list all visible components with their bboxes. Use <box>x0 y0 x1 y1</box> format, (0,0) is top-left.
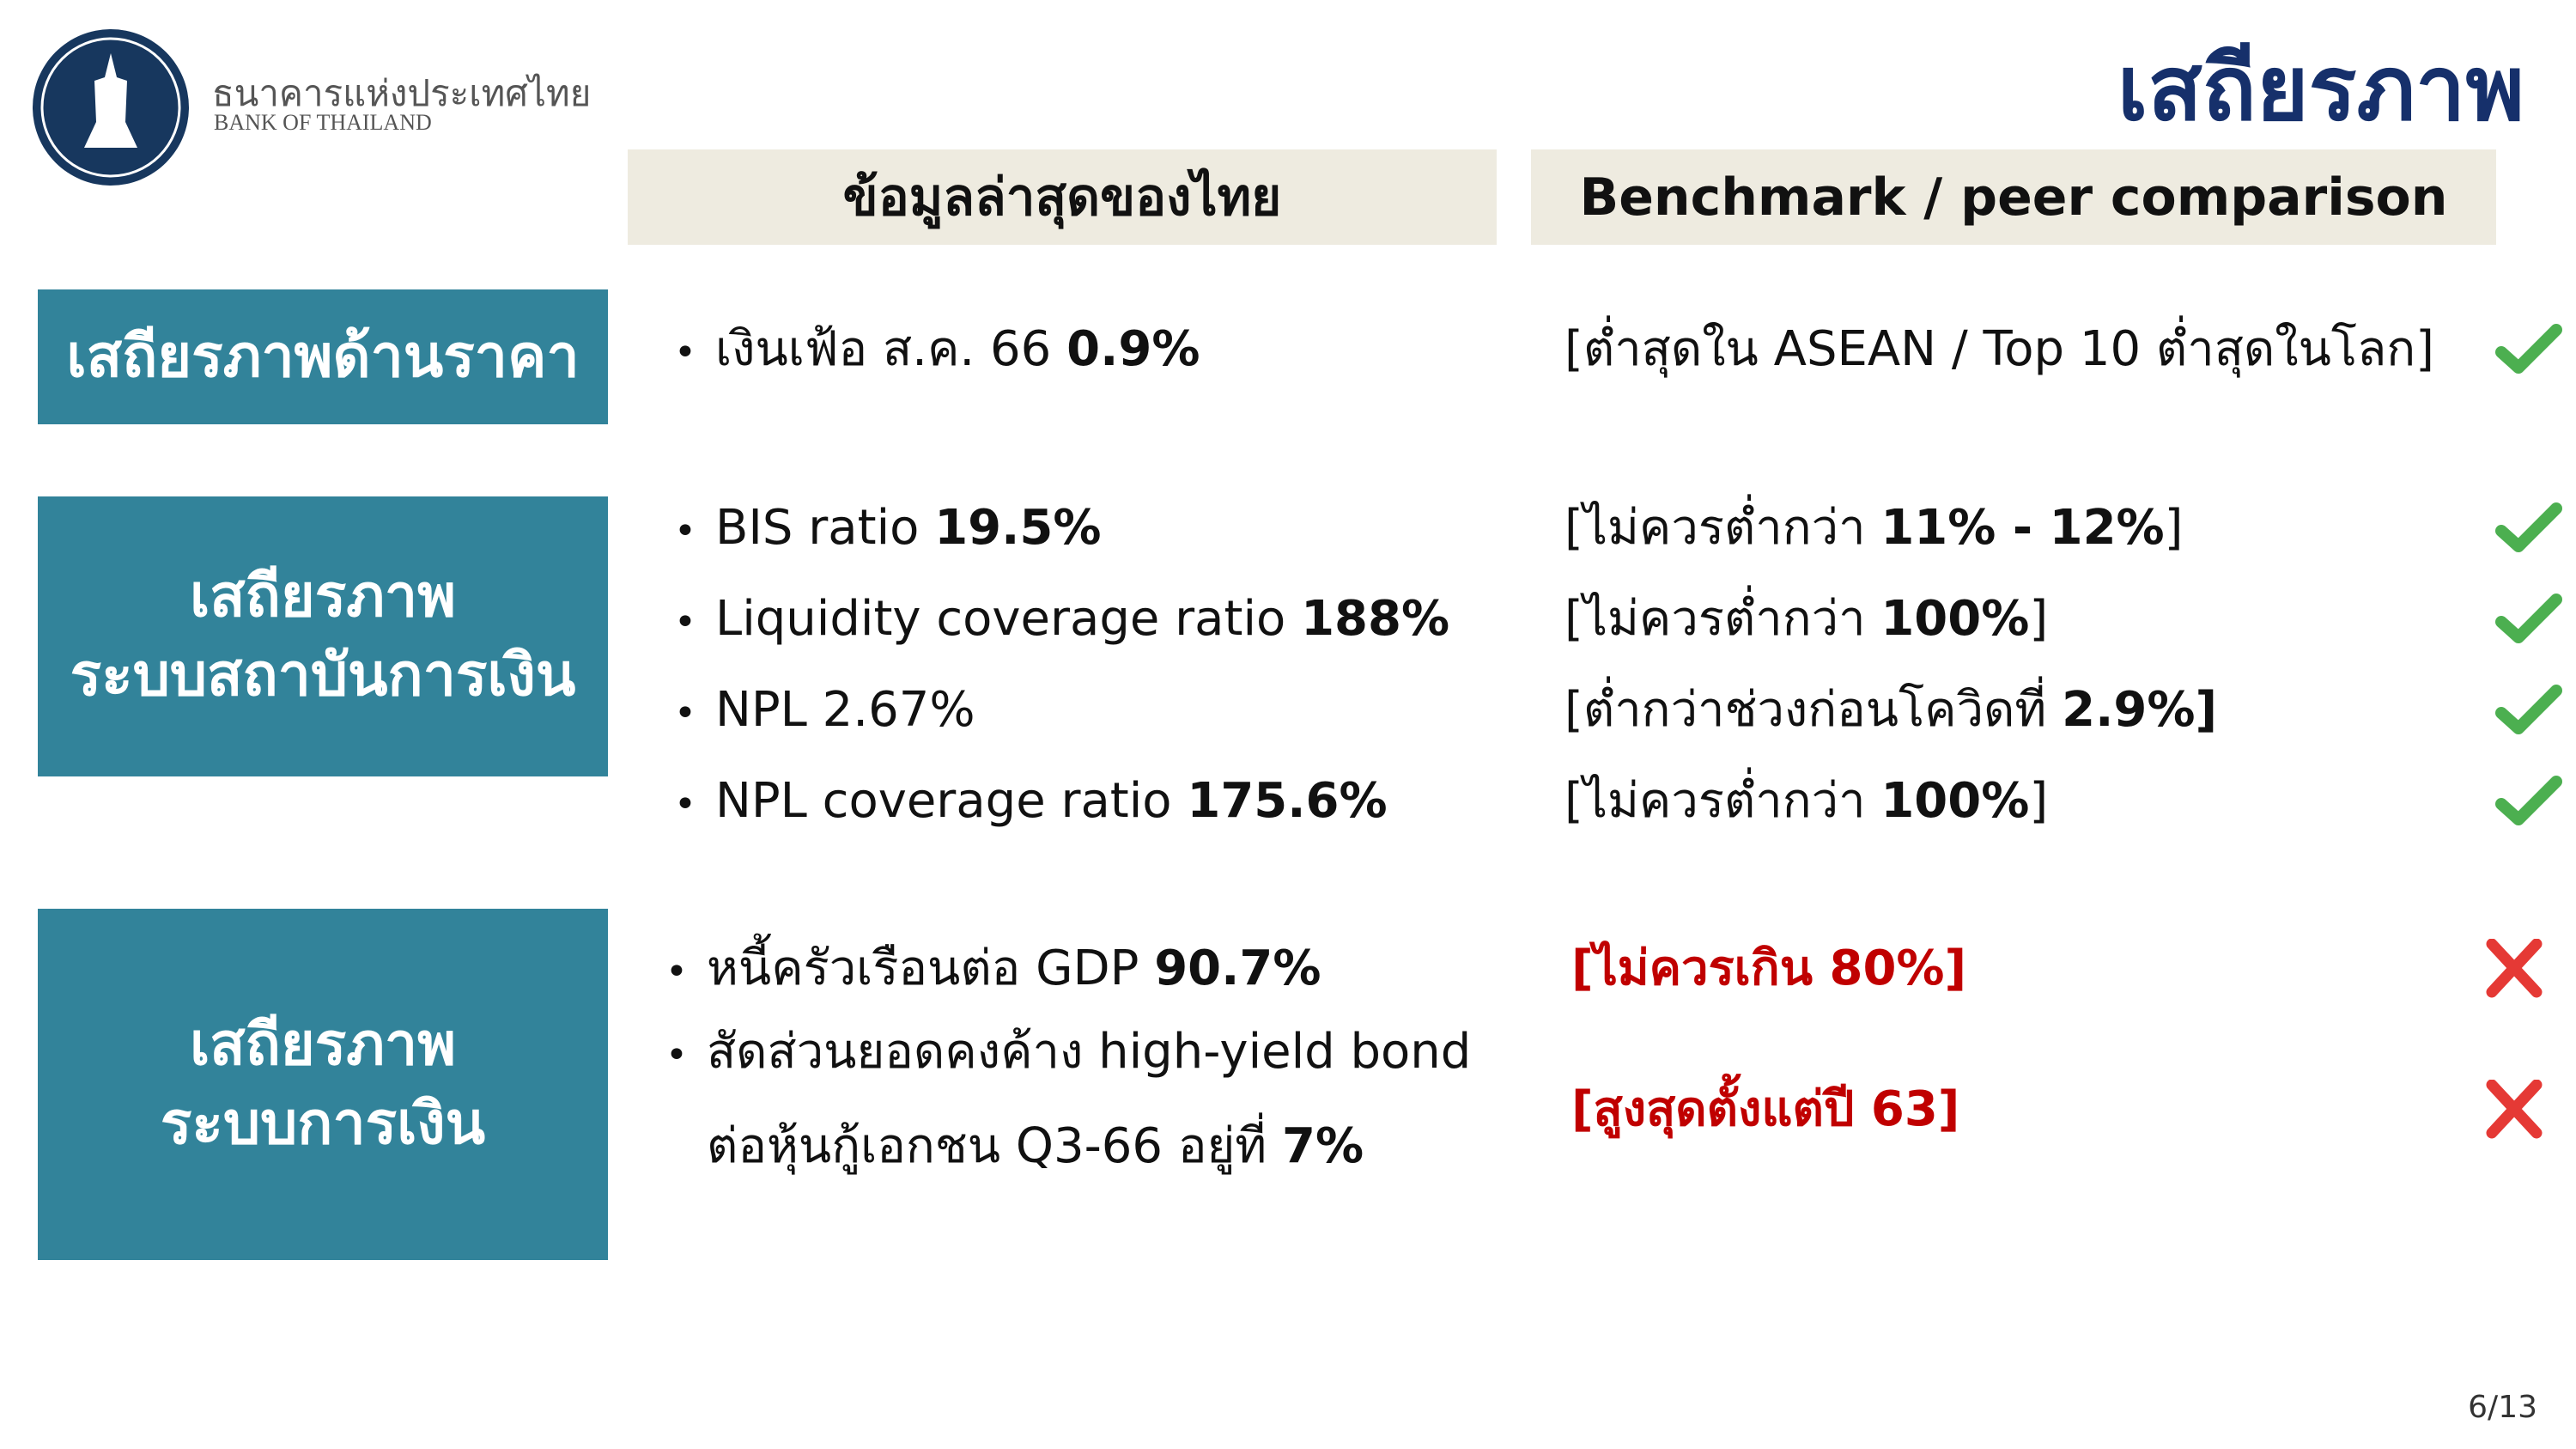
benchmark-bold: 100% <box>1880 773 2030 829</box>
latest-value: • สัดส่วนยอดคงค้าง high-yield bond ต่อหุ้น… <box>665 1014 1471 1185</box>
bullet: • <box>674 331 696 374</box>
latest-line: • NPL coverage ratio 175.6% <box>674 763 1388 843</box>
benchmark: [ไม่ควรต่ำกว่า 11% - 12%] <box>1564 490 2184 567</box>
bullet: • <box>674 509 696 553</box>
cross-icon <box>2486 1080 2543 1139</box>
benchmark-bold: [ไม่ควรเกิน 80%] <box>1571 941 1967 996</box>
latest-text: ต่อหุ้นกู้เอกชน Q3-66 อยู่ที่ <box>707 1118 1267 1174</box>
section-label-line: เสถียรภาพ <box>189 563 457 630</box>
latest-bold: 7% <box>1282 1118 1364 1174</box>
latest-value: • เงินเฟ้อ ส.ค. 66 0.9% <box>674 311 1200 392</box>
latest-value: • หนี้ครัวเรือนต่อ GDP 90.7% <box>665 930 1321 1011</box>
section-label-line: ระบบการเงิน <box>160 1089 486 1158</box>
latest-bold: 188% <box>1301 591 1450 647</box>
latest-text: เงินเฟ้อ ส.ค. 66 <box>715 321 1052 377</box>
logo-name-en: BANK OF THAILAND <box>214 110 432 135</box>
latest-line: • Liquidity coverage ratio 188% <box>674 581 1449 661</box>
benchmark-end: ] <box>2029 773 2049 829</box>
latest-line: • หนี้ครัวเรือนต่อ GDP 90.7% <box>665 930 1321 1011</box>
logo-emblem <box>33 29 189 186</box>
bullet: • <box>674 600 696 644</box>
bullet: • <box>674 691 696 735</box>
section-label: เสถียรภาพระบบสถาบันการเงิน <box>38 496 608 776</box>
section-label-line: เสถียรภาพด้านราคา <box>66 322 580 391</box>
logo-name-th: ธนาคารแห่งประเทศไทย <box>212 72 592 114</box>
latest-text: BIS ratio <box>715 500 920 556</box>
latest-bold: 90.7% <box>1154 941 1321 996</box>
benchmark: [ไม่ควรเกิน 80%] <box>1571 930 1966 1008</box>
section-label: เสถียรภาพด้านราคา <box>38 289 608 424</box>
benchmark-bold: 2.9%] <box>2062 682 2218 738</box>
benchmark: [ต่ำสุดใน ASEAN / Top 10 ต่ำสุดในโลก] <box>1564 311 2434 388</box>
check-icon <box>2495 685 2562 734</box>
benchmark-end: ] <box>2029 591 2049 647</box>
bullet: • <box>665 950 688 994</box>
benchmark: [ไม่ควรต่ำกว่า 100%] <box>1564 581 2048 658</box>
slide-title: เสถียรภาพ <box>2117 36 2524 141</box>
benchmark: [สูงสุดตั้งแต่ปี 63] <box>1571 1071 1959 1148</box>
column-header: ข้อมูลล่าสุดของไทย <box>628 149 1497 245</box>
check-icon <box>2495 324 2562 374</box>
check-icon <box>2495 502 2562 552</box>
benchmark-text: [ไม่ควรต่ำกว่า <box>1564 773 1866 829</box>
benchmark: [ไม่ควรต่ำกว่า 100%] <box>1564 763 2048 840</box>
section-label-line: ระบบสถาบันการเงิน <box>70 642 576 709</box>
latest-text: NPL coverage ratio <box>715 773 1172 829</box>
latest-text: สัดส่วนยอดคงค้าง high-yield bond <box>707 1024 1472 1080</box>
latest-line: • เงินเฟ้อ ส.ค. 66 0.9% <box>674 311 1200 392</box>
benchmark-text: [สูงสุดตั้งแต่ปี 63] <box>1571 1081 1960 1137</box>
latest-bold: 0.9% <box>1066 321 1200 377</box>
section-label: เสถียรภาพระบบการเงิน <box>38 909 608 1260</box>
latest-value: • NPL 2.67% <box>674 672 975 752</box>
check-icon <box>2495 594 2562 643</box>
latest-value: • BIS ratio 19.5% <box>674 490 1102 570</box>
latest-line: • BIS ratio 19.5% <box>674 490 1102 570</box>
benchmark-text: [ต่ำกว่าช่วงก่อนโควิดที่ <box>1564 682 2047 738</box>
benchmark-bold: 100% <box>1880 591 2030 647</box>
bullet: • <box>665 1033 688 1077</box>
check-icon <box>2495 776 2562 825</box>
benchmark-bold: 11% - 12% <box>1880 500 2165 556</box>
benchmark-end: ] <box>2164 500 2184 556</box>
benchmark: [ต่ำกว่าช่วงก่อนโควิดที่ 2.9%] <box>1564 672 2217 749</box>
cross-icon <box>2486 939 2543 998</box>
latest-value: • NPL coverage ratio 175.6% <box>674 763 1388 843</box>
page-number: 6/13 <box>2468 1390 2537 1425</box>
bullet: • <box>674 782 696 826</box>
latest-line: • สัดส่วนยอดคงค้าง high-yield bond <box>665 1014 1471 1094</box>
latest-line: • NPL 2.67% <box>674 672 975 752</box>
latest-bold: 19.5% <box>934 500 1102 556</box>
latest-text: Liquidity coverage ratio <box>715 591 1286 647</box>
column-header: Benchmark / peer comparison <box>1531 149 2496 245</box>
latest-value: • Liquidity coverage ratio 188% <box>674 581 1449 661</box>
section-label-line: เสถียรภาพ <box>189 1010 457 1079</box>
latest-line: ต่อหุ้นกู้เอกชน Q3-66 อยู่ที่ 7% <box>665 1108 1471 1185</box>
latest-text: NPL 2.67% <box>715 682 975 738</box>
benchmark-text: [ไม่ควรต่ำกว่า <box>1564 591 1866 647</box>
benchmark-text: [ต่ำสุดใน ASEAN / Top 10 ต่ำสุดในโลก] <box>1564 321 2435 377</box>
latest-text: หนี้ครัวเรือนต่อ GDP <box>707 941 1139 996</box>
latest-bold: 175.6% <box>1187 773 1388 829</box>
benchmark-text: [ไม่ควรต่ำกว่า <box>1564 500 1866 556</box>
